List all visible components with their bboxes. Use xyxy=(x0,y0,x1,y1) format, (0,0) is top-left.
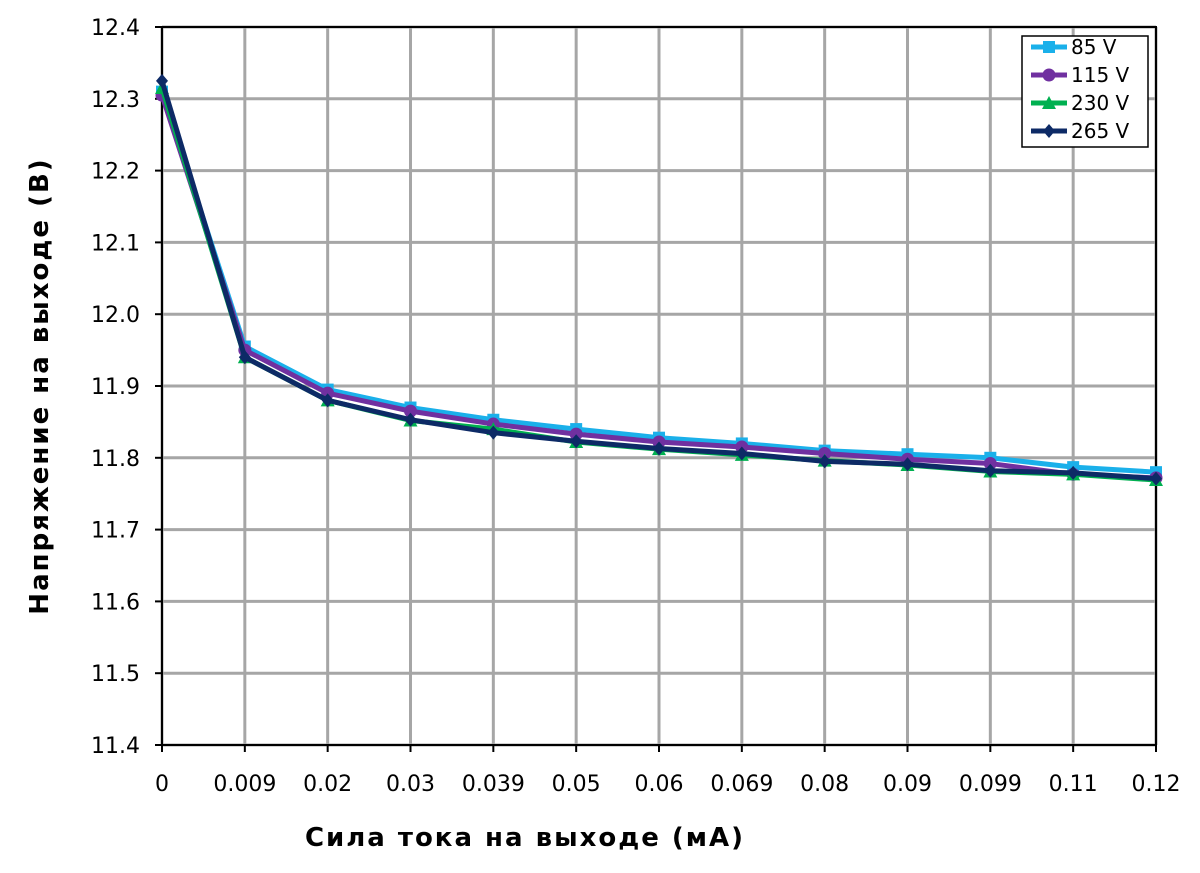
data-point xyxy=(156,73,168,88)
legend-label: 265 V xyxy=(1071,119,1130,143)
x-axis-title: Сила тока на выходе (мА) xyxy=(305,823,745,853)
y-tick-label: 11.8 xyxy=(91,447,140,472)
legend-label: 115 V xyxy=(1071,63,1130,87)
y-tick-label: 12.4 xyxy=(91,16,140,41)
y-tick-label: 12.3 xyxy=(91,88,140,113)
data-point xyxy=(818,454,831,469)
y-tick-label: 12.1 xyxy=(91,231,140,256)
x-tick-label: 0.039 xyxy=(462,772,525,797)
legend-marker xyxy=(1042,68,1056,82)
series-layer xyxy=(155,73,1163,487)
x-tick-labels: 0 0.009 0.02 0.03 0.039 0.05 0.06 0.069 0.08 0.09… xyxy=(155,772,1180,797)
y-tick-label: 11.7 xyxy=(91,519,140,544)
legend-item: 115 V xyxy=(1031,63,1130,87)
y-tick-label: 11.4 xyxy=(91,734,140,759)
data-point xyxy=(487,425,500,440)
series-4 xyxy=(156,73,1162,486)
x-tick-label: 0.12 xyxy=(1132,772,1181,797)
data-point xyxy=(735,446,748,461)
x-tick-label: 0.09 xyxy=(883,772,932,797)
x-tick-label: 0.069 xyxy=(710,772,773,797)
x-tick-label: 0.009 xyxy=(213,772,276,797)
data-point xyxy=(570,434,583,449)
data-point xyxy=(1067,465,1080,480)
x-tick-label: 0.099 xyxy=(959,772,1022,797)
y-axis-title: Напряжение на выходе (В) xyxy=(25,157,55,614)
y-tick-label: 11.6 xyxy=(91,590,140,615)
legend-box xyxy=(1021,35,1149,148)
y-tick-label: 12.0 xyxy=(91,303,140,328)
data-point xyxy=(238,350,251,365)
data-point xyxy=(569,427,583,441)
x-tick-label: 0.08 xyxy=(800,772,849,797)
legend-item: 265 V xyxy=(1031,119,1130,143)
data-point xyxy=(653,441,665,456)
y-tick-label: 12.2 xyxy=(91,160,140,185)
data-point xyxy=(901,457,914,472)
y-tick-label: 11.9 xyxy=(91,375,140,400)
grid-lines xyxy=(160,25,1158,747)
legend-marker xyxy=(1042,96,1056,109)
data-point xyxy=(404,412,417,427)
x-tick-label: 0.03 xyxy=(386,772,435,797)
legend-label: 85 V xyxy=(1071,35,1117,59)
legend-marker xyxy=(1043,41,1055,53)
legend-label: 230 V xyxy=(1071,91,1130,115)
data-point xyxy=(404,404,417,418)
legend-marker xyxy=(1043,124,1055,138)
data-point xyxy=(984,463,997,478)
legend-item: 85 V xyxy=(1031,35,1117,59)
tick-marks xyxy=(155,26,1157,752)
x-tick-label: 0.05 xyxy=(552,772,601,797)
data-point xyxy=(321,393,334,408)
data-point xyxy=(818,446,832,460)
data-point xyxy=(1150,471,1162,486)
x-tick-label: 0 xyxy=(155,772,169,797)
x-tick-label: 0.02 xyxy=(303,772,352,797)
data-point xyxy=(983,457,997,471)
x-tick-label: 0.06 xyxy=(635,772,684,797)
legend-item: 230 V xyxy=(1031,91,1130,115)
y-tick-label: 11.5 xyxy=(91,662,140,687)
x-tick-label: 0.11 xyxy=(1049,772,1098,797)
legend: 85 V 115 V 230 V 265 V xyxy=(1021,35,1149,148)
y-tick-labels: 11.4 11.5 11.6 11.7 11.8 11.9 12.0 12.1 12.2 12.3… xyxy=(91,16,140,759)
